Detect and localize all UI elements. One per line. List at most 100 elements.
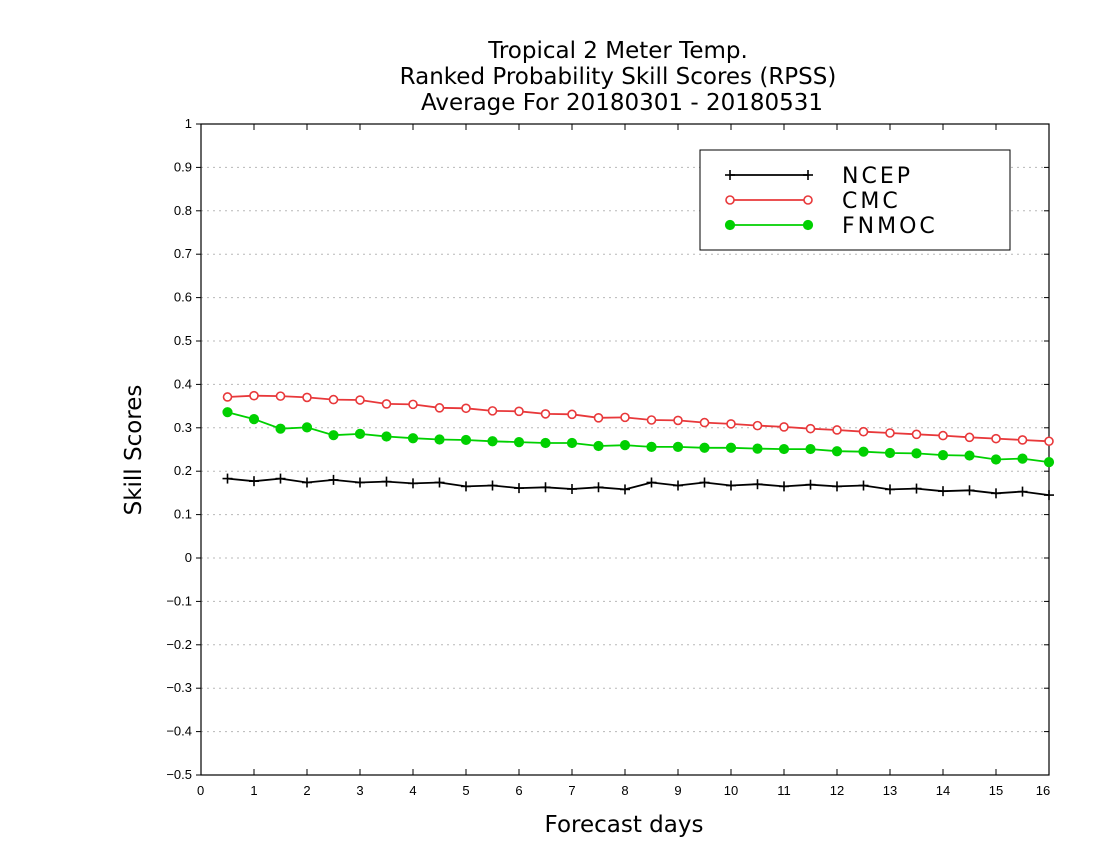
data-point-ncep-17 xyxy=(673,480,683,491)
data-point-fnmoc-20 xyxy=(752,443,763,454)
y-tick-label-4: −0.1 xyxy=(166,593,192,608)
chart-title-line-2: Ranked Probability Skill Scores (RPSS) xyxy=(400,64,837,90)
x-tick-label-16: 16 xyxy=(1036,783,1050,798)
data-point-ncep-10 xyxy=(487,480,498,491)
data-point-cmc-14 xyxy=(593,413,604,423)
legend-marker-start-ncep xyxy=(725,170,735,180)
data-point-fnmoc-26 xyxy=(911,448,922,459)
data-point-cmc-12 xyxy=(540,409,551,419)
y-tick-label-8: 0.3 xyxy=(174,420,192,435)
data-point-ncep-9 xyxy=(461,481,471,492)
series-line-ncep xyxy=(227,477,1050,496)
series-ncep xyxy=(222,473,1054,501)
data-point-fnmoc-7 xyxy=(407,433,419,444)
y-axis: −0.5 −0.4 −0.3 −0.2 −0.1 0 0.1 0.2 0.3 0.4 0.5 0.6 0… xyxy=(166,116,1049,782)
data-point-ncep-4 xyxy=(328,474,339,485)
data-point-ncep-29 xyxy=(991,488,1001,499)
x-tick-label-9: 9 xyxy=(674,783,681,798)
y-tick-label-11: 0.6 xyxy=(174,290,192,305)
data-point-cmc-4 xyxy=(328,394,339,405)
data-point-fnmoc-8 xyxy=(434,434,445,445)
data-point-ncep-3 xyxy=(302,477,312,488)
data-point-fnmoc-12 xyxy=(540,437,551,449)
legend-item-cmc: CMC xyxy=(725,189,898,214)
data-point-cmc-16 xyxy=(646,415,657,425)
y-tick-label-7: 0.2 xyxy=(174,463,192,478)
series-line-fnmoc xyxy=(227,411,1050,463)
y-tick-label-0: −0.5 xyxy=(166,767,192,782)
data-point-fnmoc-0 xyxy=(222,407,233,418)
data-point-cmc-6 xyxy=(381,399,392,409)
data-point-cmc-31 xyxy=(1044,436,1054,447)
series-fnmoc xyxy=(222,407,1055,468)
data-point-fnmoc-16 xyxy=(646,441,657,452)
data-point-ncep-30 xyxy=(1017,486,1028,497)
x-tick-label-0: 0 xyxy=(197,783,204,798)
data-point-fnmoc-22 xyxy=(805,443,816,455)
data-point-cmc-10 xyxy=(487,406,498,416)
data-point-cmc-26 xyxy=(911,429,922,440)
data-point-cmc-8 xyxy=(434,403,445,413)
x-tick-label-4: 4 xyxy=(409,783,416,798)
data-point-cmc-23 xyxy=(832,425,842,435)
x-tick-label-2: 2 xyxy=(303,783,310,798)
data-point-ncep-31 xyxy=(1044,490,1054,501)
legend-item-fnmoc: FNMOC xyxy=(724,214,938,239)
data-point-fnmoc-14 xyxy=(593,440,604,452)
x-tick-label-1: 1 xyxy=(250,783,257,798)
data-point-fnmoc-15 xyxy=(619,440,631,451)
legend-label-fnmoc: FNMOC xyxy=(842,214,938,239)
x-tick-label-13: 13 xyxy=(883,783,897,798)
y-axis-label: Skill Scores xyxy=(121,385,147,516)
legend-marker-end-cmc xyxy=(803,195,813,205)
data-point-ncep-2 xyxy=(275,473,286,484)
data-point-cmc-0 xyxy=(222,392,233,402)
x-tick-label-6: 6 xyxy=(515,783,522,798)
y-tick-label-10: 0.5 xyxy=(174,333,192,348)
x-tick-label-14: 14 xyxy=(936,783,950,798)
data-point-fnmoc-28 xyxy=(964,450,975,461)
series xyxy=(222,390,1055,501)
data-point-cmc-9 xyxy=(461,403,471,414)
data-point-fnmoc-23 xyxy=(831,446,843,457)
data-point-ncep-27 xyxy=(938,486,948,497)
data-point-cmc-22 xyxy=(805,423,816,434)
data-point-fnmoc-17 xyxy=(672,441,684,452)
data-point-fnmoc-11 xyxy=(513,437,525,448)
legend-marker-end-fnmoc xyxy=(802,219,814,231)
data-point-cmc-3 xyxy=(302,392,312,403)
data-point-ncep-13 xyxy=(567,483,577,494)
legend-box xyxy=(699,149,1011,251)
x-axis: 0 1 2 3 4 5 6 7 8 9 10 11 12 13 14 15 16 xyxy=(197,124,1050,798)
data-point-ncep-18 xyxy=(699,477,710,488)
data-point-ncep-12 xyxy=(540,482,551,493)
data-point-fnmoc-21 xyxy=(778,443,790,455)
data-point-fnmoc-25 xyxy=(884,447,896,459)
data-point-cmc-13 xyxy=(567,409,577,420)
data-point-ncep-6 xyxy=(381,476,392,487)
data-point-fnmoc-24 xyxy=(858,446,869,457)
y-tick-label-15: 1 xyxy=(185,116,192,131)
data-point-fnmoc-30 xyxy=(1017,453,1028,464)
data-point-fnmoc-29 xyxy=(990,454,1002,465)
data-point-fnmoc-19 xyxy=(725,442,737,453)
y-tick-label-1: −0.4 xyxy=(166,724,192,739)
data-point-cmc-24 xyxy=(858,426,869,437)
x-axis-label: Forecast days xyxy=(545,812,704,838)
data-point-ncep-22 xyxy=(805,479,816,490)
legend-item-ncep: NCEP xyxy=(725,164,910,189)
data-point-cmc-30 xyxy=(1017,435,1028,445)
data-point-cmc-7 xyxy=(408,399,418,410)
data-point-ncep-15 xyxy=(620,484,630,495)
data-point-fnmoc-10 xyxy=(487,436,498,447)
chart-title: Tropical 2 Meter Temp. Ranked Probabilit… xyxy=(400,38,837,116)
x-tick-label-15: 15 xyxy=(989,783,1003,798)
y-tick-label-13: 0.8 xyxy=(174,203,192,218)
chart-title-line-3: Average For 20180301 - 20180531 xyxy=(421,90,823,116)
legend-marker-end-ncep xyxy=(803,170,813,180)
data-point-fnmoc-1 xyxy=(248,414,260,425)
data-point-cmc-2 xyxy=(275,391,286,401)
data-point-ncep-16 xyxy=(646,477,657,488)
